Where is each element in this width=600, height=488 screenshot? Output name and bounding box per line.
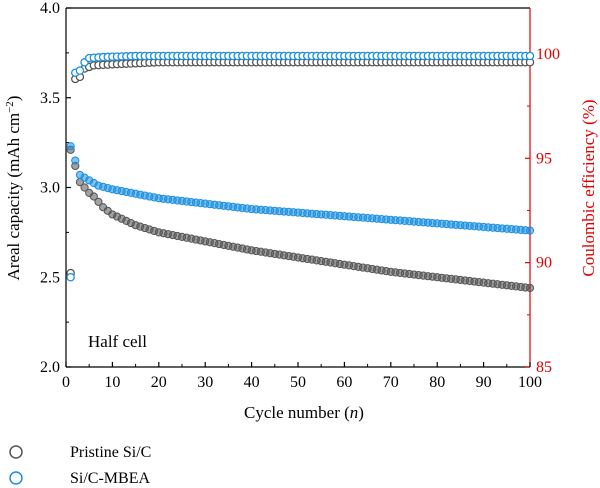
x-tick-label: 40	[244, 374, 260, 391]
capacity-point-mbea	[66, 142, 75, 151]
right-axis-ticks: 85 90 95 100	[525, 46, 560, 376]
capacity-point-mbea	[525, 226, 535, 235]
left-tick-label: 2.0	[40, 359, 60, 376]
capacity-point-pristine	[80, 183, 89, 192]
x-tick-label: 70	[383, 374, 399, 391]
x-axis-ticks: 0 10 20 30 40 50 60 70 80 90 100	[62, 362, 542, 391]
right-tick-label: 90	[536, 255, 552, 272]
series-mbea-capacity	[66, 142, 535, 235]
x-tick-label: 50	[290, 374, 306, 391]
legend-label-pristine: Pristine Si/C	[70, 444, 151, 461]
left-axis-ticks: 2.0 2.5 3.0 3.5 4.0	[40, 0, 71, 376]
x-tick-label: 0	[62, 374, 70, 391]
efficiency-point-mbea	[66, 272, 75, 282]
x-tick-label: 100	[518, 374, 542, 391]
series-pristine-capacity	[66, 145, 535, 293]
legend-label-mbea: Si/C-MBEA	[70, 470, 150, 487]
series-mbea-efficiency	[66, 51, 535, 282]
efficiency-point-mbea	[525, 51, 535, 61]
capacity-point-mbea	[71, 156, 80, 165]
x-tick-label: 30	[197, 374, 213, 391]
capacity-point-pristine	[525, 283, 535, 293]
x-tick-label: 80	[429, 374, 445, 391]
x-tick-label: 20	[151, 374, 167, 391]
x-tick-label: 90	[476, 374, 492, 391]
legend-marker-pristine	[9, 445, 23, 459]
left-tick-label: 4.0	[40, 0, 60, 17]
left-tick-label: 2.5	[40, 269, 60, 286]
x-tick-label: 60	[336, 374, 352, 391]
x-tick-label: 10	[104, 374, 120, 391]
right-tick-label: 100	[536, 46, 560, 63]
left-tick-label: 3.5	[40, 90, 60, 107]
legend: Pristine Si/C Si/C-MBEA	[9, 444, 151, 487]
efficiency-point-mbea	[75, 66, 85, 75]
half-cell-annotation: Half cell	[88, 332, 147, 351]
x-axis-title: Cycle number (n)	[244, 403, 364, 422]
capacity-point-pristine	[89, 192, 98, 201]
series-pristine-efficiency	[66, 58, 535, 278]
capacity-point-pristine	[94, 197, 103, 206]
left-tick-label: 3.0	[40, 180, 60, 197]
y-axis-right-title: Coulombic efficiency (%)	[579, 99, 598, 276]
legend-marker-mbea	[9, 471, 23, 485]
right-tick-label: 85	[536, 359, 552, 376]
y-axis-left-title: Areal capacity (mAh cm−2)	[4, 96, 23, 281]
right-tick-label: 95	[536, 150, 552, 167]
